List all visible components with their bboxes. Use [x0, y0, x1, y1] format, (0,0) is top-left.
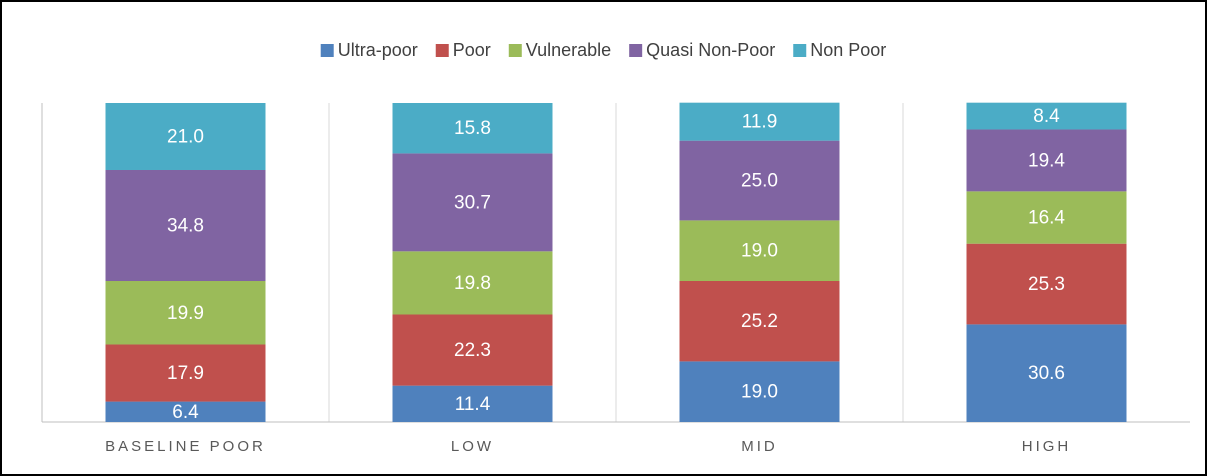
- value-label: 19.9: [167, 303, 204, 324]
- value-label: 25.0: [741, 171, 778, 192]
- bar-segment: [679, 220, 840, 282]
- value-label: 19.4: [1028, 150, 1065, 171]
- value-label: 30.6: [1028, 363, 1065, 384]
- legend-text: Vulnerable: [526, 40, 611, 60]
- bar-segment: [679, 140, 840, 221]
- legend-text: Non Poor: [810, 40, 886, 60]
- x-tick-label: LOW: [451, 438, 494, 455]
- x-tick-label: HIGH: [1022, 438, 1072, 455]
- value-label: 25.3: [1028, 274, 1065, 295]
- bar-segment: [392, 385, 553, 422]
- value-label: 25.2: [741, 311, 778, 332]
- bar-segment: [966, 191, 1127, 244]
- bar-segment: [105, 401, 266, 422]
- bar-segment: [966, 324, 1127, 422]
- bar-segment: [679, 281, 840, 362]
- legend-swatch: [508, 44, 522, 57]
- value-label: 34.8: [167, 216, 204, 237]
- legend-swatch: [793, 44, 807, 57]
- value-label: 19.8: [454, 273, 491, 294]
- legend-swatch: [320, 44, 334, 57]
- value-label: 22.3: [454, 340, 491, 361]
- bar-segment: [679, 102, 840, 141]
- value-label: 15.8: [454, 118, 491, 139]
- value-label: 11.9: [742, 112, 778, 133]
- legend-text: Poor: [453, 40, 491, 60]
- value-label: 30.7: [454, 192, 491, 213]
- bar-segment: [105, 103, 266, 170]
- value-label: 17.9: [167, 363, 204, 384]
- value-label: 19.0: [741, 382, 778, 403]
- bar-segment: [392, 153, 553, 252]
- bar-segment: [966, 102, 1127, 130]
- bar-segment: [392, 103, 553, 154]
- bar-segment: [105, 344, 266, 402]
- x-tick-label: MID: [741, 438, 778, 455]
- legend-text: Ultra-poor: [338, 40, 418, 60]
- x-tick-label: BASELINE POOR: [105, 438, 266, 455]
- bar-segment: [679, 361, 840, 422]
- bar-segment: [392, 251, 553, 315]
- value-label: 11.4: [455, 394, 491, 415]
- value-label: 19.0: [741, 241, 778, 262]
- value-label: 21.0: [167, 127, 204, 148]
- value-label: 8.4: [1033, 106, 1060, 127]
- bar-segment: [966, 129, 1127, 192]
- value-label: 16.4: [1028, 208, 1065, 229]
- bar-segment: [392, 314, 553, 386]
- value-label: 6.4: [172, 402, 199, 423]
- bar-segment: [966, 243, 1127, 325]
- legend-swatch: [629, 44, 643, 57]
- legend-text: Quasi Non-Poor: [646, 40, 775, 60]
- bar-segment: [105, 281, 266, 345]
- bar-segment: [105, 169, 266, 282]
- legend-swatch: [435, 44, 449, 57]
